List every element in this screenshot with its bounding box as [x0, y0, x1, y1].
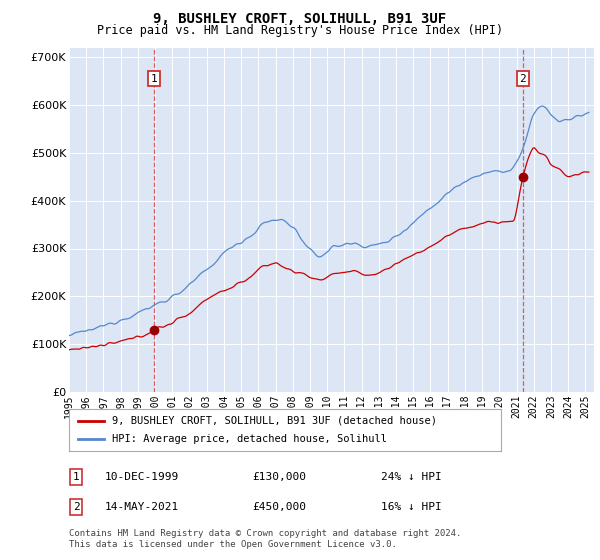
Text: 24% ↓ HPI: 24% ↓ HPI — [381, 472, 442, 482]
Text: Price paid vs. HM Land Registry's House Price Index (HPI): Price paid vs. HM Land Registry's House … — [97, 24, 503, 37]
Text: £130,000: £130,000 — [252, 472, 306, 482]
Text: 16% ↓ HPI: 16% ↓ HPI — [381, 502, 442, 512]
Text: 14-MAY-2021: 14-MAY-2021 — [105, 502, 179, 512]
Text: 1: 1 — [151, 74, 158, 83]
Text: 2: 2 — [520, 74, 526, 83]
Text: £450,000: £450,000 — [252, 502, 306, 512]
Text: Contains HM Land Registry data © Crown copyright and database right 2024.
This d: Contains HM Land Registry data © Crown c… — [69, 529, 461, 549]
Text: 9, BUSHLEY CROFT, SOLIHULL, B91 3UF: 9, BUSHLEY CROFT, SOLIHULL, B91 3UF — [154, 12, 446, 26]
Text: HPI: Average price, detached house, Solihull: HPI: Average price, detached house, Soli… — [112, 434, 387, 444]
Text: 1: 1 — [73, 472, 80, 482]
Text: 10-DEC-1999: 10-DEC-1999 — [105, 472, 179, 482]
Text: 9, BUSHLEY CROFT, SOLIHULL, B91 3UF (detached house): 9, BUSHLEY CROFT, SOLIHULL, B91 3UF (det… — [112, 416, 437, 426]
Text: 2: 2 — [73, 502, 80, 512]
